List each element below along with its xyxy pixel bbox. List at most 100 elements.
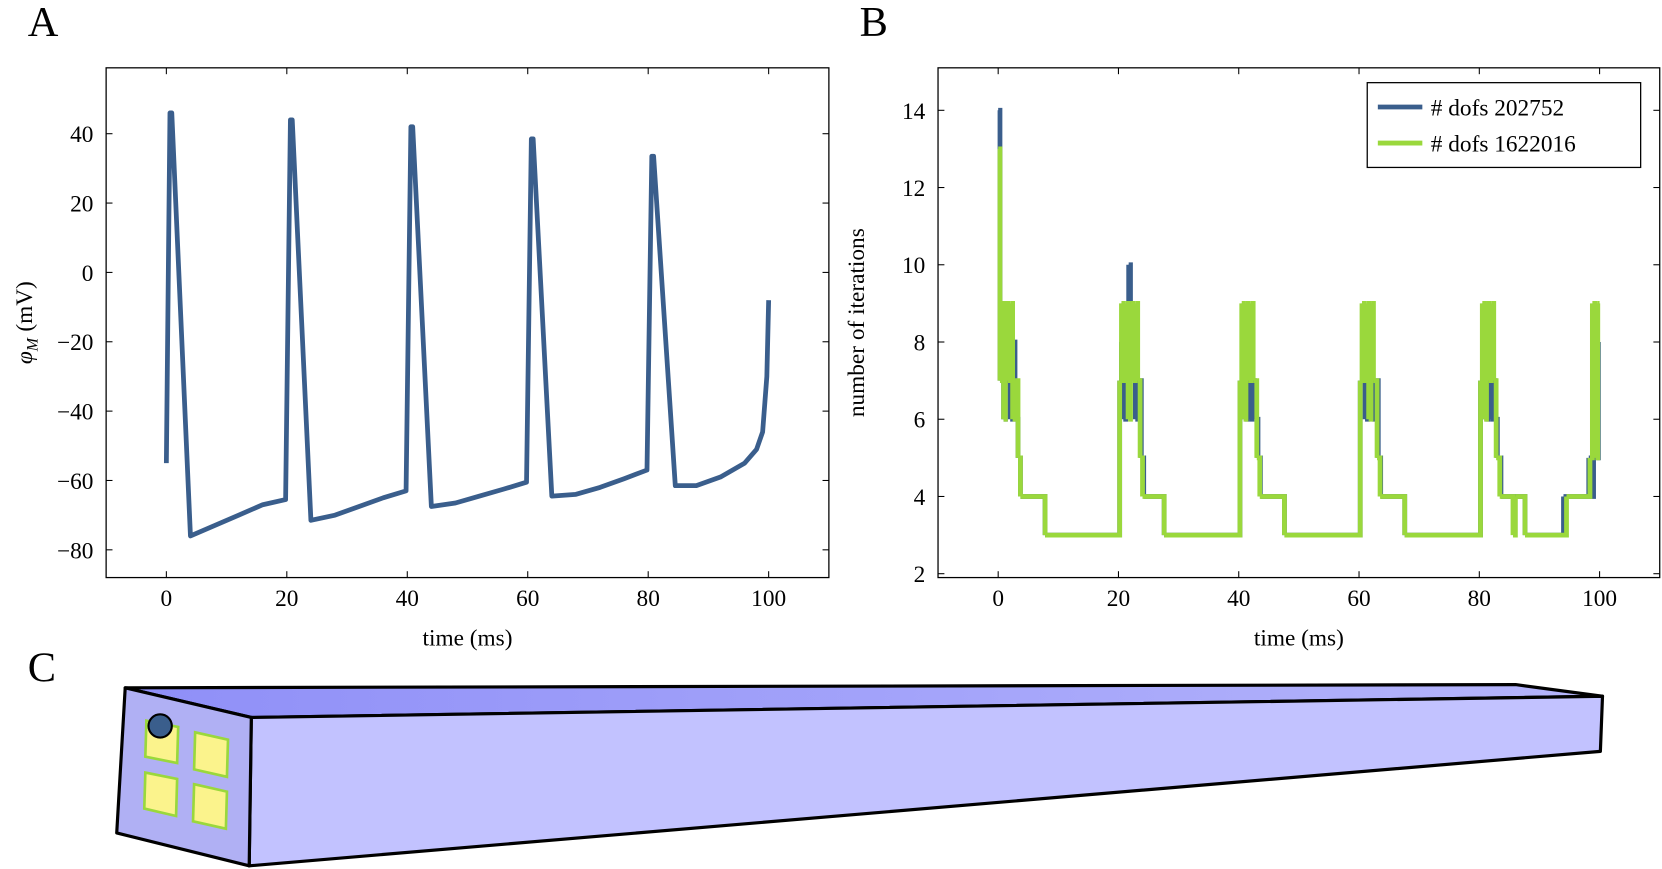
y-tick-label: −20 [57, 330, 93, 356]
step-segment [1253, 378, 1260, 458]
y-label-subscript: M [24, 337, 41, 352]
plot-frame [937, 67, 1661, 579]
step-segment [1018, 455, 1023, 497]
step-segment [1363, 303, 1369, 384]
step-segment [1361, 301, 1367, 381]
step-segment [1020, 494, 1048, 536]
y-tick-label: 4 [914, 485, 926, 511]
step-segment [1135, 380, 1141, 422]
x-axis-label: time (ms) [1254, 625, 1344, 651]
cable-diagram: C [28, 644, 1605, 868]
x-tick-label: 20 [275, 586, 298, 612]
step-segment [1130, 301, 1136, 381]
step-segment [1140, 455, 1145, 497]
step-segment [1380, 494, 1408, 536]
y-tick-label: 0 [82, 261, 94, 287]
y-axis-label: number of iterations [844, 228, 870, 417]
step-segment [1137, 378, 1143, 458]
y-label-unit: (mV) [12, 281, 38, 331]
step-segment [1123, 303, 1129, 384]
step-segment [1373, 378, 1380, 458]
step-segment [1380, 494, 1408, 536]
step-segment [1003, 303, 1008, 422]
step-segment [1490, 380, 1495, 422]
panel-label: C [28, 644, 56, 691]
step-segment [1366, 301, 1372, 420]
x-tick-label: 40 [1227, 586, 1250, 612]
step-segment [1248, 303, 1254, 384]
x-tick-label: 0 [992, 586, 1004, 612]
panel-label: B [860, 0, 888, 46]
step-segment [1015, 378, 1021, 458]
y-tick-label: 12 [902, 176, 925, 202]
step-segment [1481, 301, 1487, 420]
y-tick-label: 6 [914, 408, 926, 434]
x-tick-label: 0 [161, 586, 173, 612]
step-segment [1491, 301, 1497, 381]
step-segment [1125, 301, 1131, 420]
x-tick-label: 20 [1107, 586, 1130, 612]
step-segment [1284, 380, 1363, 538]
step-segment [1563, 457, 1592, 499]
x-tick-label: 60 [1347, 586, 1370, 612]
step-segment [1128, 303, 1133, 422]
y-tick-label: −60 [57, 469, 93, 495]
step-segment [1512, 496, 1518, 538]
step-segment [1143, 494, 1167, 536]
step-segment [1496, 455, 1503, 497]
step-segment [1245, 301, 1251, 381]
x-tick-label: 60 [516, 586, 539, 612]
step-segment [1368, 303, 1374, 422]
step-segment [1595, 303, 1601, 461]
step-segment [1515, 494, 1528, 536]
step-segment [1164, 380, 1243, 538]
x-tick-label: 40 [396, 586, 419, 612]
step-segment [1256, 455, 1263, 497]
cell [191, 782, 229, 831]
step-segment [1486, 301, 1492, 381]
x-tick-label: 100 [751, 586, 786, 612]
step-segment [1377, 455, 1383, 497]
cell [142, 770, 179, 818]
panel-label: A [28, 0, 59, 46]
cell [192, 730, 230, 779]
step-segment [1566, 457, 1593, 499]
step-segment [1525, 496, 1569, 538]
y-tick-label: 40 [70, 122, 93, 148]
step-segment [1243, 303, 1249, 422]
step-segment [1132, 378, 1138, 420]
chart: B 0 20 40 60 80 100 2 4 6 8 10 12 14 time (ms) number o… [844, 0, 1661, 651]
y-tick-label: 8 [914, 330, 926, 356]
step-segment [1592, 301, 1598, 458]
x-axis-label: time (ms) [423, 625, 513, 651]
step-segment [1589, 303, 1595, 461]
step-segment [1371, 301, 1376, 381]
electrode [147, 713, 173, 739]
step-segment [1045, 380, 1123, 538]
step-segment [1010, 301, 1015, 420]
step-segment [1488, 303, 1494, 384]
step-segment [1007, 303, 1013, 384]
step-segment [1484, 303, 1489, 422]
legend: # dofs 202752 # dofs 1622016 [1366, 82, 1642, 169]
step-segment [1250, 301, 1256, 381]
step-segment [1404, 380, 1483, 538]
y-label-symbol: φ [12, 351, 38, 364]
step-segment [1132, 303, 1138, 384]
x-tick-label: 80 [637, 586, 660, 612]
y-tick-label: 14 [902, 99, 926, 125]
step-segment [1045, 380, 1123, 538]
series-line [163, 110, 772, 539]
step-segment [1499, 494, 1516, 536]
side-face [247, 694, 1605, 868]
legend-label: # dofs 1622016 [1431, 132, 1576, 158]
step-segment [1012, 380, 1018, 422]
step-segment [1251, 378, 1257, 420]
y-tick-label: 20 [70, 192, 93, 218]
step-segment [1249, 380, 1255, 422]
y-tick-label: 2 [914, 562, 926, 588]
y-tick-label: −40 [57, 400, 93, 426]
step-segment [1120, 301, 1126, 381]
x-tick-label: 100 [1582, 586, 1617, 612]
